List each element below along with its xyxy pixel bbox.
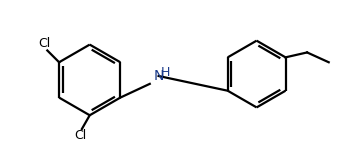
Text: N: N [154,69,164,83]
Text: Cl: Cl [38,37,50,50]
Text: Cl: Cl [74,129,86,142]
Text: H: H [161,66,170,79]
